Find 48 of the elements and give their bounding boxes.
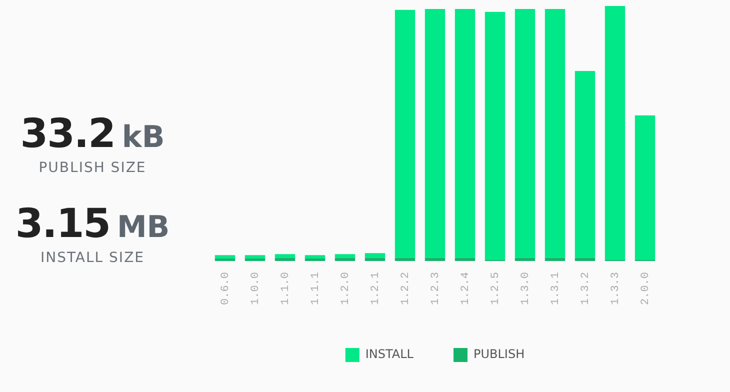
legend-label: PUBLISH — [473, 347, 525, 362]
text: 3.15 MB — [14, 201, 171, 249]
bar — [214, 255, 236, 258]
bar — [334, 258, 356, 261]
bar — [424, 9, 446, 258]
x-tick-label: 0.6.0 — [220, 272, 232, 306]
bar — [214, 258, 236, 261]
x-tick-label: 1.3.2 — [580, 272, 592, 306]
x-tick-label: 2.0.0 — [640, 272, 652, 306]
x-tick-label: 1.3.1 — [550, 272, 562, 306]
bar — [304, 258, 326, 261]
bar — [514, 258, 536, 261]
bar — [274, 258, 296, 261]
bar — [544, 258, 566, 261]
bar — [604, 6, 626, 260]
text: PUBLISH SIZE — [38, 160, 148, 176]
bar — [574, 71, 596, 258]
bar — [394, 258, 416, 261]
bar — [364, 253, 386, 258]
bar — [244, 258, 266, 261]
x-tick-label: 1.3.0 — [520, 272, 532, 306]
bar — [574, 258, 596, 261]
text: INSTALL SIZE — [39, 250, 146, 266]
bar — [244, 255, 266, 258]
x-tick-label: 1.3.3 — [610, 272, 622, 306]
bar — [544, 9, 566, 258]
bar — [334, 254, 356, 258]
bar — [454, 258, 476, 261]
bar — [424, 258, 446, 261]
bar — [304, 255, 326, 258]
x-tick-label: 1.2.4 — [460, 272, 472, 306]
x-tick-label: 1.2.1 — [370, 272, 382, 306]
bar — [274, 254, 296, 258]
bar — [484, 12, 506, 260]
x-tick-label: 1.1.1 — [310, 272, 322, 306]
legend-label: INSTALL — [365, 347, 414, 362]
bar — [454, 9, 476, 258]
bar — [514, 9, 536, 258]
bar — [394, 10, 416, 258]
x-tick-label: 1.2.2 — [400, 272, 412, 306]
x-tick-label: 1.0.0 — [250, 272, 262, 306]
x-tick-label: 1.2.0 — [340, 272, 352, 306]
x-tick-label: 1.1.0 — [280, 272, 292, 306]
bar — [364, 258, 386, 261]
text: 33.2 kB — [19, 111, 166, 159]
x-tick-label: 1.2.3 — [430, 272, 442, 306]
x-tick-label: 1.2.5 — [490, 272, 502, 306]
bar — [634, 115, 656, 260]
